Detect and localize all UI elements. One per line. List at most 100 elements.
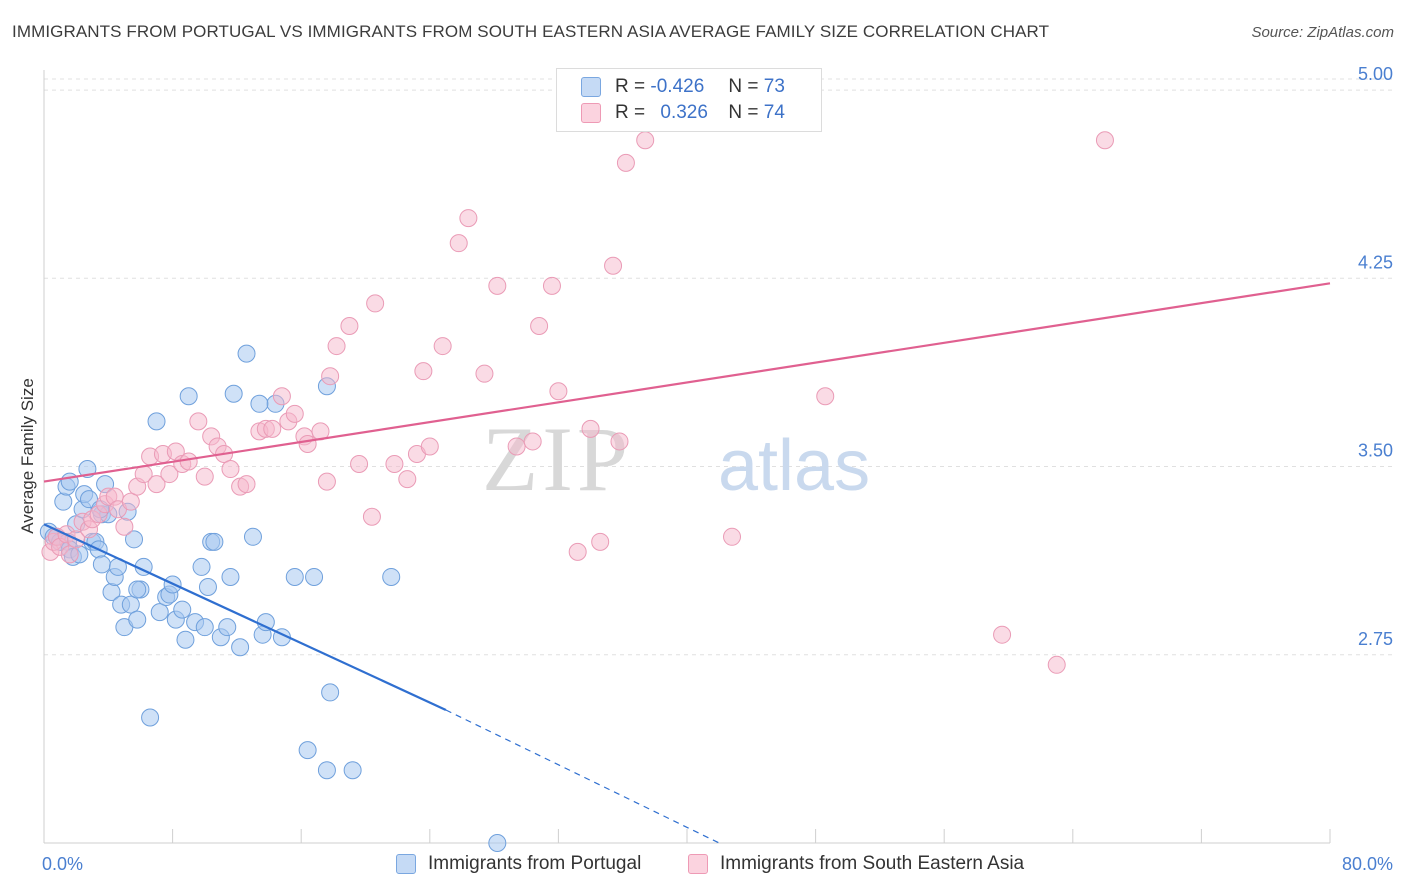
sea-point (723, 527, 742, 546)
legend-r-label: R = (615, 76, 646, 97)
sea-point (433, 337, 452, 356)
portugal-point (343, 761, 362, 780)
sea-point (420, 437, 439, 456)
portugal-point (195, 618, 214, 637)
sea-point (507, 437, 526, 456)
portugal-point (285, 567, 304, 586)
portugal-point (128, 610, 147, 629)
correlation-legend: R = -0.426 N = 73 R = 0.326 N = 74 (556, 68, 822, 132)
portugal-point (231, 638, 250, 657)
portugal-point (121, 595, 140, 614)
grid-lines (44, 78, 1393, 656)
sea-point (616, 153, 635, 172)
y-tick-label: 5.00 (1358, 64, 1393, 84)
portugal-point (382, 567, 401, 586)
sea-point (147, 475, 166, 494)
sea-point (237, 475, 256, 494)
sea-point (362, 507, 381, 526)
sea-trend-line (43, 282, 1331, 483)
trend-lines (43, 282, 1331, 844)
sea-point (604, 256, 623, 275)
sea-point (816, 387, 835, 406)
portugal-point (92, 555, 111, 574)
sea-point (459, 209, 478, 228)
portugal-point (192, 557, 211, 576)
sea-point (221, 460, 240, 479)
y-tick-labels: 2.75 3.50 4.25 5.00 (1358, 64, 1393, 649)
axes (43, 70, 1331, 844)
sea-point (1095, 131, 1114, 150)
portugal-point (198, 578, 217, 597)
legend-row-sea: R = 0.326 N = 74 (581, 102, 785, 124)
portugal-point (125, 530, 144, 549)
sea-point (523, 432, 542, 451)
legend-r-label: R = (615, 102, 646, 123)
watermark-atlas: atlas (718, 426, 870, 506)
portugal-point (218, 618, 237, 637)
y-tick-label: 3.50 (1358, 441, 1393, 461)
portugal-trend-extension (445, 709, 720, 844)
source-note: Source: ZipAtlas.com (1251, 24, 1394, 41)
sea-point (530, 316, 549, 335)
portugal-point (205, 532, 224, 551)
portugal-point (224, 384, 243, 403)
sea-point (179, 452, 198, 471)
sea-point (568, 542, 587, 561)
sea-point (414, 362, 433, 381)
portugal-point (256, 613, 275, 632)
sea-point (272, 387, 291, 406)
bottom-legend-swatch-blue (396, 854, 416, 874)
watermark-zip: ZIP (482, 408, 632, 510)
sea-point (636, 131, 655, 150)
y-tick-label: 2.75 (1358, 629, 1393, 649)
legend-swatch-blue (581, 77, 601, 97)
sea-point (385, 455, 404, 474)
portugal-point (488, 834, 507, 852)
sea-point (285, 404, 304, 423)
legend-n-label: N = (728, 102, 759, 123)
legend-r-value: -0.426 (650, 76, 705, 97)
legend-row-portugal: R = -0.426 N = 73 (581, 76, 785, 98)
sea-point (340, 316, 359, 335)
x-tick-label-max: 80.0% (1342, 854, 1393, 874)
portugal-point (80, 490, 99, 509)
portugal-point (243, 527, 262, 546)
bottom-legend-label: Immigrants from Portugal (428, 853, 642, 874)
x-tick-label-min: 0.0% (42, 854, 83, 874)
sea-point (195, 467, 214, 486)
bottom-legend-sea: Immigrants from South Eastern Asia (688, 852, 1024, 876)
sea-point (488, 276, 507, 295)
sea-point (121, 492, 140, 511)
portugal-point (54, 492, 73, 511)
sea-point (366, 294, 385, 313)
portugal-point (321, 683, 340, 702)
legend-n-label: N = (728, 76, 759, 97)
sea-point (549, 382, 568, 401)
sea-point (1047, 655, 1066, 674)
portugal-point (128, 580, 147, 599)
sea-point (160, 465, 179, 484)
sea-point (189, 412, 208, 431)
sea-point (475, 364, 494, 383)
portugal-point (250, 394, 269, 413)
sea-point (60, 545, 79, 564)
sea-point (317, 472, 336, 491)
sea-point (263, 419, 282, 438)
sea-point (327, 337, 346, 356)
portugal-point (221, 567, 240, 586)
portugal-point (179, 387, 198, 406)
bottom-legend-swatch-pink (688, 854, 708, 874)
sea-point (298, 434, 317, 453)
y-tick-label: 4.25 (1358, 252, 1393, 272)
portugal-point (141, 708, 160, 727)
legend-n-value: 73 (763, 76, 785, 97)
legend-n-value: 74 (763, 102, 785, 123)
portugal-point (147, 412, 166, 431)
sea-point (115, 517, 134, 536)
sea-point (350, 455, 369, 474)
sea-point (993, 625, 1012, 644)
legend-r-value: 0.326 (660, 102, 708, 123)
bottom-legend-label: Immigrants from South Eastern Asia (720, 853, 1025, 874)
portugal-point (298, 741, 317, 760)
